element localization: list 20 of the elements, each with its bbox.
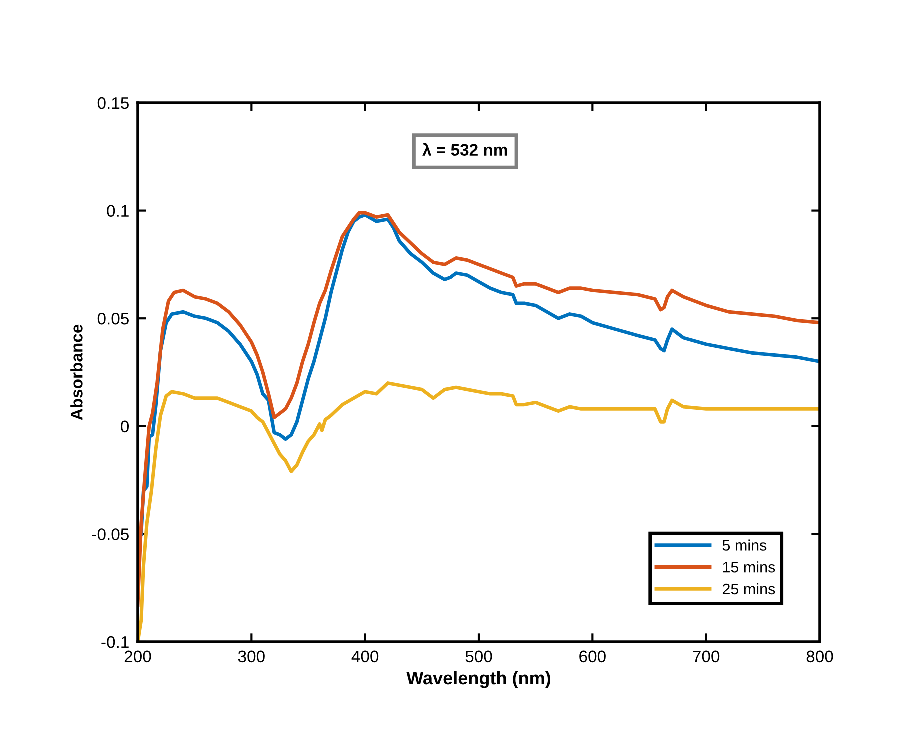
legend-label: 5 mins	[722, 540, 767, 551]
line-series	[138, 211, 820, 608]
y-tick-label: -0.05	[92, 528, 129, 540]
y-tick-label: 0.15	[98, 97, 129, 110]
y-tick-label: 0.1	[107, 205, 129, 218]
x-axis-title: Wavelength (nm)	[406, 671, 550, 688]
y-tick-label: 0	[121, 420, 130, 433]
y-tick-label: -0.1	[102, 636, 129, 648]
y-axis-title: Absorbance	[70, 324, 83, 420]
x-tick-label: 500	[466, 650, 492, 663]
x-tick-label: 200	[124, 650, 152, 663]
x-tick-label: 600	[580, 650, 606, 663]
x-tick-label: 300	[238, 650, 265, 663]
annotation: λ = 532 nm	[422, 143, 508, 156]
legend-label: 25 mins	[722, 583, 776, 595]
x-tick-label: 700	[693, 650, 720, 663]
y-tick-label: 0.05	[98, 313, 129, 325]
legend-label: 15 mins	[723, 562, 776, 573]
x-tick-label: 800	[806, 650, 834, 663]
x-tick-label: 400	[352, 650, 379, 663]
